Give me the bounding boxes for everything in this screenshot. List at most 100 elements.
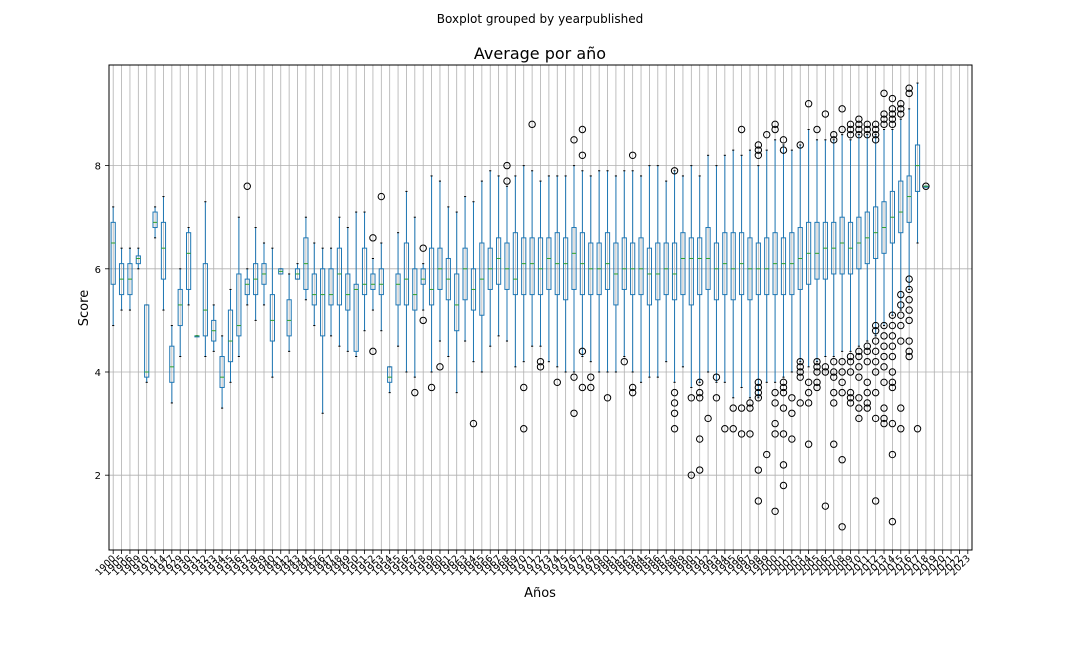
outlier-point [503,161,511,170]
box [496,237,502,285]
outlier-point [804,99,813,108]
outlier-point [871,136,880,144]
outlier-point [737,404,746,412]
outlier-point [528,120,536,129]
outlier-point [888,110,897,118]
box [320,268,326,337]
outlier-point [813,363,821,371]
outlier-point [570,409,578,417]
outlier-point [779,146,788,154]
outlier-point [880,332,888,340]
outlier-point [855,373,863,381]
box [169,345,175,383]
outlier-point [746,430,754,438]
outlier-point [712,394,721,402]
outlier-point [771,419,779,428]
outlier-point [863,342,871,350]
suptitle: Boxplot grouped by yearpublished [437,12,643,26]
outlier-point [754,146,763,154]
box [428,247,435,306]
outlier-point [830,368,838,376]
outlier-point [855,352,863,361]
outlier-point [804,378,813,387]
outlier-point [754,151,763,159]
outlier-point [838,105,846,113]
box [202,263,208,337]
box [160,221,167,280]
outlier-point [855,115,863,123]
outlier-point [838,368,846,376]
outlier-point [905,89,913,98]
outlier-point [754,497,763,505]
outlier-point [838,523,846,531]
outlier-point [570,136,578,144]
box [914,144,921,192]
outlier-point [771,120,779,129]
box [713,242,720,301]
outlier-point [687,394,696,402]
outlier-point [830,440,838,448]
box [269,294,275,342]
box [764,237,770,296]
outlier-point [771,399,779,407]
outlier-point [796,368,804,376]
box [311,273,317,306]
box [697,237,703,296]
box [370,273,376,290]
outlier-point [897,99,905,108]
outlier-point [796,363,804,371]
box [395,273,401,306]
outlier-point [796,357,804,366]
outlier-point [855,363,863,371]
outlier-point [813,125,821,134]
outlier-point [897,110,905,118]
outlier-point [754,378,763,387]
outlier-point [888,105,897,113]
box [646,247,653,306]
outlier-point [905,337,913,345]
outlier-point [855,404,863,412]
outlier-point [830,399,838,407]
outlier-point [821,363,830,371]
outlier-point [771,125,779,134]
outlier-point [670,399,679,407]
outlier-point [863,120,871,129]
outlier-point [419,244,427,252]
outlier-point [746,404,754,412]
outlier-point [813,357,821,366]
y-tick-label: 6 [95,265,101,276]
outlier-point [863,378,871,387]
outlier-point [796,141,804,149]
outlier-point [779,388,788,397]
box [780,237,787,296]
outlier-point [888,419,897,428]
outlier-point [838,357,846,366]
outlier-point [880,89,888,98]
outlier-point [897,321,905,330]
outlier-point [570,373,578,381]
outlier-point [779,461,788,469]
outlier-point [880,363,888,371]
outlier-point [855,347,863,356]
outlier-point [855,394,863,402]
outlier-point [922,182,930,190]
outlier-point [754,388,763,397]
outlier-point [855,130,863,139]
outlier-point [830,357,838,366]
outlier-point [704,414,712,423]
outlier-point [603,394,612,402]
outlier-point [880,110,888,118]
outlier-point [377,192,386,201]
outlier-point [628,383,637,392]
outlier-point [846,388,855,397]
box [521,237,527,296]
box [412,268,418,311]
outlier-point [369,234,377,242]
outlier-point [670,167,679,175]
outlier-point [830,373,838,381]
outlier-point [888,115,897,123]
box [814,221,820,280]
outlier-point [779,404,788,412]
box [898,180,904,234]
outlier-point [712,373,721,381]
